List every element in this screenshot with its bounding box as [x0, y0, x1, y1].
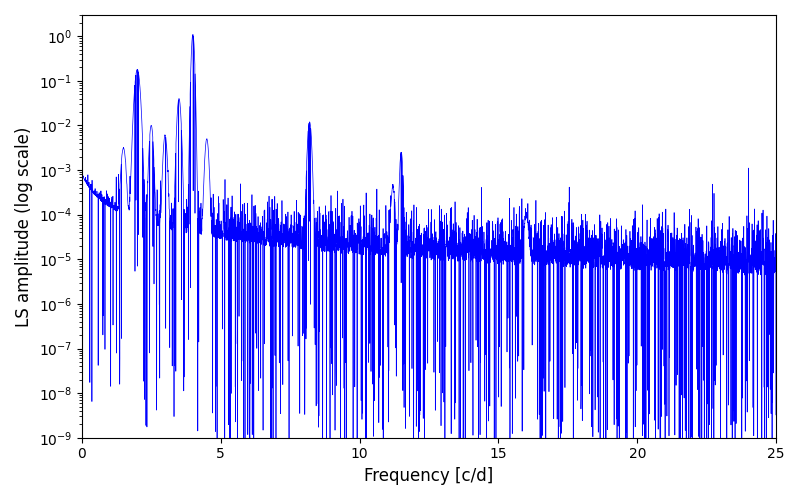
X-axis label: Frequency [c/d]: Frequency [c/d]	[364, 467, 494, 485]
Y-axis label: LS amplitude (log scale): LS amplitude (log scale)	[15, 126, 33, 326]
